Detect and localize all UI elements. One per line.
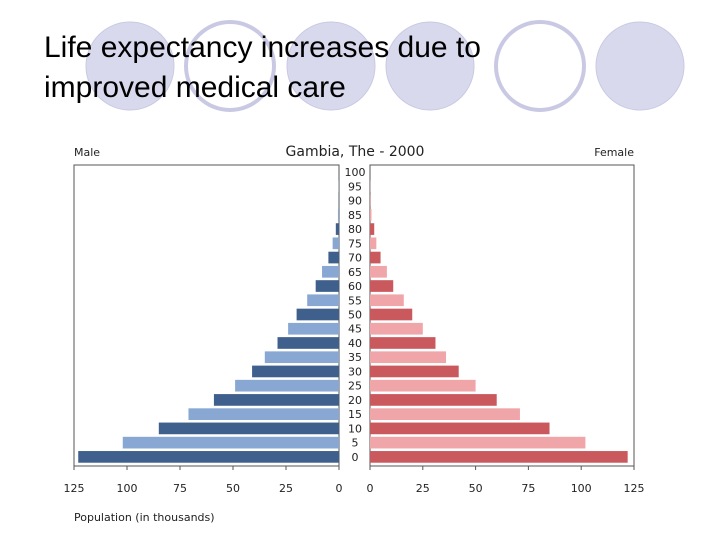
male-bar: [264, 351, 339, 364]
female-bar: [370, 208, 372, 221]
male-bar: [322, 265, 339, 278]
male-bar: [307, 294, 339, 307]
age-tick-label: 90: [348, 195, 362, 208]
female-x-tick-label: 100: [571, 482, 592, 495]
male-bar: [332, 237, 339, 250]
age-tick-label: 45: [348, 323, 362, 336]
male-bar: [235, 379, 339, 392]
age-tick-label: 40: [348, 337, 362, 350]
male-x-tick-label: 100: [117, 482, 138, 495]
age-tick-label: 95: [348, 180, 362, 193]
age-tick-label: 65: [348, 266, 362, 279]
decor-circle: [595, 21, 685, 111]
male-bar: [296, 308, 339, 321]
female-bar: [370, 451, 628, 463]
age-tick-label: 25: [348, 380, 362, 393]
male-x-tick-label: 75: [173, 482, 187, 495]
age-tick-label: 10: [348, 422, 362, 435]
female-x-tick-label: 75: [521, 482, 535, 495]
male-bar: [288, 322, 339, 335]
female-bar: [370, 237, 377, 250]
age-tick-label: 5: [352, 437, 359, 450]
age-tick-label: 30: [348, 365, 362, 378]
x-axis-label: Population (in thousands): [74, 511, 215, 524]
chart-title: Gambia, The - 2000: [286, 144, 425, 160]
age-tick-label: 100: [345, 166, 366, 179]
female-x-tick-label: 25: [416, 482, 430, 495]
female-bar: [370, 265, 387, 278]
age-tick-label: 70: [348, 252, 362, 265]
decor-circle: [385, 21, 475, 111]
male-bar: [315, 280, 339, 292]
decor-circle: [184, 20, 276, 112]
age-tick-label: 85: [348, 209, 362, 222]
male-bar: [252, 365, 339, 378]
male-bar: [158, 422, 339, 435]
male-label: Male: [74, 146, 100, 159]
age-tick-label: 80: [348, 223, 362, 236]
female-bar: [370, 251, 381, 264]
decor-circle: [286, 21, 376, 111]
decor-circle: [494, 20, 586, 112]
female-bar: [370, 351, 447, 364]
male-bar: [335, 223, 339, 235]
male-bar: [213, 394, 339, 406]
female-label: Female: [594, 146, 634, 159]
female-bar: [370, 308, 413, 321]
female-x-tick-label: 125: [624, 482, 645, 495]
female-bar: [370, 322, 423, 335]
age-tick-label: 20: [348, 394, 362, 407]
female-x-tick-label: 50: [469, 482, 483, 495]
male-x-tick-label: 25: [279, 482, 293, 495]
female-bar: [370, 294, 404, 307]
decor-circle: [85, 21, 175, 111]
female-bar: [370, 379, 476, 392]
male-x-tick-label: 125: [64, 482, 85, 495]
male-bar: [122, 436, 339, 449]
age-tick-label: 15: [348, 408, 362, 421]
male-bar: [277, 337, 339, 349]
age-tick-label: 55: [348, 294, 362, 307]
male-x-tick-label: 50: [226, 482, 240, 495]
male-x-tick-label: 0: [336, 482, 343, 495]
female-bar: [370, 422, 550, 435]
female-bar: [370, 365, 459, 378]
age-tick-label: 75: [348, 237, 362, 250]
male-bar: [188, 408, 339, 421]
female-bar: [370, 408, 520, 421]
female-bar: [370, 337, 436, 349]
age-tick-label: 60: [348, 280, 362, 293]
female-bar: [370, 223, 375, 235]
male-bar: [328, 251, 339, 264]
male-bar: [337, 208, 339, 221]
slide-title: Life expectancy increases due to improve…: [44, 31, 481, 104]
age-tick-label: 35: [348, 351, 362, 364]
female-bar: [370, 436, 586, 449]
female-bar: [370, 280, 394, 292]
male-bar: [78, 451, 340, 463]
female-x-tick-label: 0: [367, 482, 374, 495]
age-tick-label: 0: [352, 451, 359, 464]
female-bar: [370, 394, 497, 406]
age-tick-label: 50: [348, 309, 362, 322]
